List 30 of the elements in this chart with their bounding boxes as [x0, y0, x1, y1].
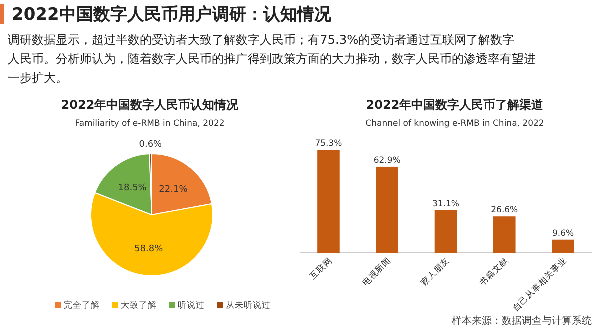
chart-subtitle: Familiarity of e-RMB in China, 2022 [75, 119, 225, 129]
legend-label: 大致了解 [121, 300, 157, 311]
data-label: 75.3% [315, 139, 342, 149]
data-label: 26.6% [491, 206, 518, 216]
x-tick-label: 电视新闻 [360, 255, 394, 289]
text: 2022中国数字人民币用户调研：认知情况 [12, 5, 332, 25]
x-tick-label: 自己从事相关事业 [510, 255, 570, 314]
bar [318, 150, 340, 253]
chart-title: 2022年中国数字人民币认知情况 [61, 98, 240, 112]
legend-label: 听说过 [178, 300, 205, 311]
bar [493, 216, 516, 253]
chart-title: 2022年中国数字人民币了解渠道 [366, 98, 545, 112]
data-label: 58.8% [134, 244, 164, 254]
bar [376, 166, 399, 253]
data-label: 18.5% [118, 184, 148, 194]
bar [434, 210, 458, 253]
data-label: 62.9% [374, 156, 401, 166]
bar [552, 240, 574, 253]
text: 样本来源：数据调查与计算系统 [452, 315, 592, 327]
data-label: 22.1% [159, 185, 188, 196]
chart-subtitle: Channel of knowing e-RMB in China, 2022 [366, 119, 544, 129]
data-label: 9.6% [552, 228, 574, 239]
legend-label: 从未听说过 [226, 300, 271, 311]
data-label: 31.1% [432, 199, 460, 210]
x-tick-label: 书籍文献 [478, 255, 511, 289]
x-tick-label: 互联网 [308, 255, 335, 282]
data-label: 0.6% [139, 140, 163, 150]
legend-label: 完全了解 [64, 300, 100, 311]
text: 调研数据显示，超过半数的受访者大致了解数字人民币；有75.3%的受访者通过互联网了解数字人民币。分析师认为，随着数字人民币的推广得到政策方面的大力推动，数字人民币的渗透率有望进一步扩大。 [8, 33, 536, 85]
x-tick-label: 家人朋友 [418, 255, 452, 289]
